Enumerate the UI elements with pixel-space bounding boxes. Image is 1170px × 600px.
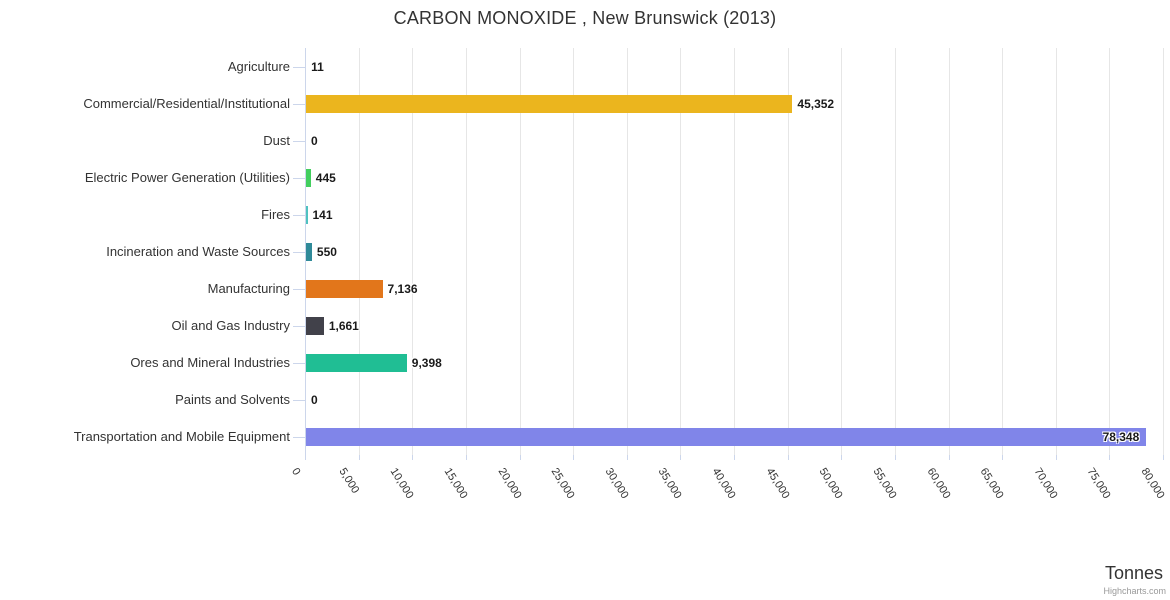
value-axis-tick-label: 10,000	[387, 466, 416, 501]
value-axis-tick	[358, 455, 360, 460]
value-axis-tick	[894, 455, 896, 460]
value-axis-tick	[305, 455, 306, 460]
value-gridline	[841, 48, 843, 455]
value-gridline	[358, 48, 360, 455]
value-axis-tick-label: 70,000	[1031, 466, 1060, 501]
value-gridline	[787, 48, 789, 455]
category-label: Commercial/Residential/Institutional	[83, 96, 290, 111]
value-axis-tick-label: 75,000	[1084, 466, 1114, 501]
value-gridline	[626, 48, 628, 455]
bar-value-label: 11	[311, 59, 324, 74]
bar-value-label: 0	[311, 133, 318, 148]
category-tick	[293, 214, 305, 216]
category-tick	[293, 251, 305, 253]
value-axis-tick	[412, 455, 414, 460]
category-axis-line	[305, 48, 306, 455]
highcharts-credits-link[interactable]: Highcharts.com	[1103, 586, 1166, 596]
value-axis-tick-label: 80,000	[1138, 466, 1167, 501]
value-axis-tick	[1163, 455, 1164, 460]
category-tick	[293, 436, 305, 438]
category-tick	[293, 177, 305, 179]
category-tick	[293, 103, 305, 105]
bar-manufacturing[interactable]	[306, 279, 383, 298]
chart-title: CARBON MONOXIDE , New Brunswick (2013)	[393, 8, 777, 28]
value-axis-tick-label: 15,000	[441, 466, 470, 501]
value-gridline	[465, 48, 467, 455]
value-axis-tick	[1002, 455, 1004, 460]
bar-transportation-and-mobile-equipment[interactable]	[306, 427, 1147, 446]
value-axis-tick	[465, 455, 467, 460]
value-axis-tick-label: 25,000	[548, 466, 577, 501]
value-axis-tick-label: 55,000	[870, 466, 899, 501]
value-gridline	[1002, 48, 1004, 455]
value-axis-tick-label: 5,000	[336, 466, 361, 496]
value-axis-tick-label: 20,000	[495, 466, 524, 501]
value-axis-tick-label: 45,000	[763, 466, 792, 501]
value-gridline	[894, 48, 896, 455]
value-axis-tick	[841, 455, 843, 460]
category-tick	[293, 362, 305, 364]
value-axis-tick-label: 60,000	[924, 466, 953, 501]
value-axis-tick-label: 30,000	[602, 466, 631, 501]
category-label: Transportation and Mobile Equipment	[73, 429, 290, 444]
value-gridline	[1109, 48, 1111, 455]
category-label: Dust	[263, 133, 290, 148]
value-gridline	[734, 48, 735, 455]
bar-value-label: 7,136	[387, 281, 418, 296]
category-tick	[293, 399, 305, 401]
bar-electric-power-generation-utilities-[interactable]	[306, 168, 311, 187]
value-axis-tick-label: 40,000	[709, 466, 738, 501]
value-axis-tick-label: 0	[289, 466, 303, 478]
value-axis-tick	[734, 455, 735, 460]
bar-commercial-residential-institutional[interactable]	[306, 94, 793, 113]
value-axis-tick	[787, 455, 789, 460]
category-label: Agriculture	[227, 59, 290, 74]
bar-value-label: 550	[316, 244, 337, 259]
category-label: Oil and Gas Industry	[171, 318, 291, 333]
value-gridline	[948, 48, 950, 455]
category-label: Manufacturing	[207, 281, 290, 296]
bar-ores-and-mineral-industries[interactable]	[306, 353, 407, 372]
category-tick	[293, 66, 305, 68]
bar-value-label: 45,352	[797, 96, 835, 111]
category-label: Paints and Solvents	[175, 392, 290, 407]
bar-incineration-and-waste-sources[interactable]	[306, 242, 312, 261]
value-gridline	[1163, 48, 1164, 455]
value-gridline	[412, 48, 414, 455]
bar-value-label: 445	[315, 170, 336, 185]
category-tick	[293, 325, 305, 327]
value-axis-tick-label: 35,000	[655, 466, 685, 501]
value-gridline	[573, 48, 575, 455]
value-axis-title: Tonnes	[1104, 563, 1163, 583]
category-tick	[293, 288, 305, 290]
bar-value-label: 78,348	[1102, 429, 1140, 444]
bar-value-label: 141	[312, 207, 333, 222]
bar-value-label: 1,661	[328, 318, 359, 333]
value-axis-tick	[948, 455, 950, 460]
category-label: Ores and Mineral Industries	[130, 355, 290, 370]
category-label: Electric Power Generation (Utilities)	[84, 170, 290, 185]
category-label: Fires	[261, 207, 290, 222]
value-axis-tick	[680, 455, 682, 460]
value-gridline	[1055, 48, 1057, 455]
value-axis-tick-label: 65,000	[977, 466, 1006, 501]
value-gridline	[519, 48, 521, 455]
value-axis-tick	[573, 455, 575, 460]
category-tick	[293, 140, 305, 142]
bar-value-label: 0	[311, 392, 318, 407]
bar-oil-and-gas-industry[interactable]	[306, 316, 324, 335]
value-axis-tick-label: 50,000	[816, 466, 845, 501]
value-axis-tick	[519, 455, 521, 460]
bar-fires[interactable]	[306, 205, 308, 224]
value-gridline	[680, 48, 682, 455]
value-axis-tick	[626, 455, 628, 460]
value-axis-tick	[1109, 455, 1111, 460]
category-label: Incineration and Waste Sources	[106, 244, 290, 259]
value-axis-tick	[1055, 455, 1057, 460]
bar-value-label: 9,398	[411, 355, 442, 370]
